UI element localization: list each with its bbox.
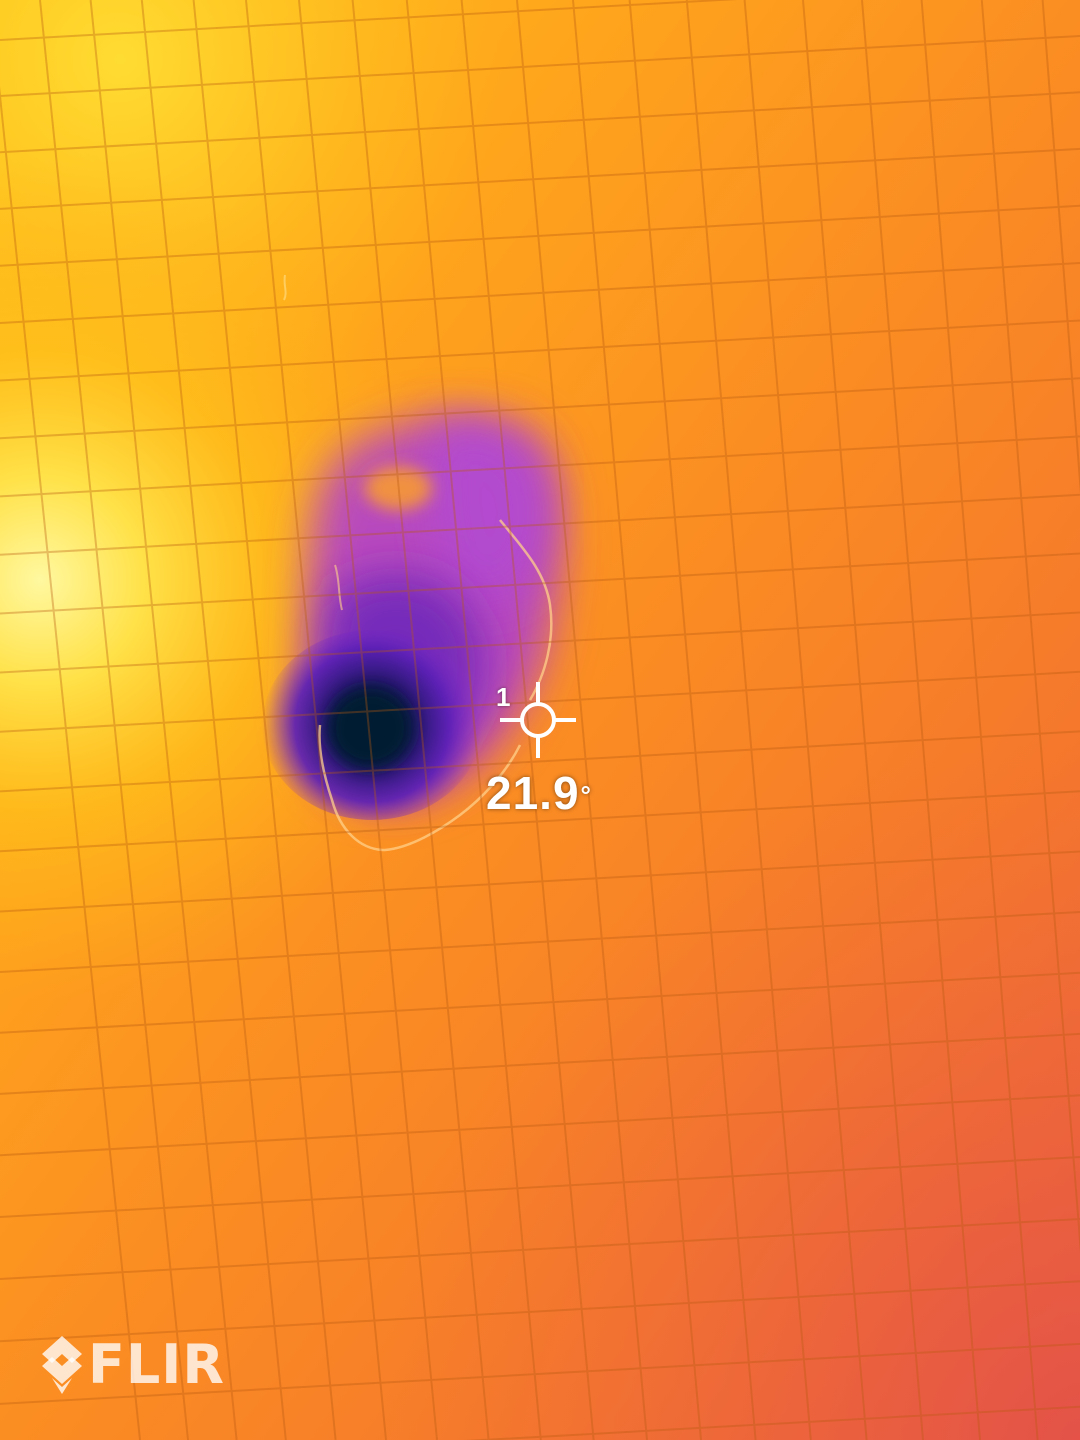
grid-line-horizontal	[0, 377, 1080, 440]
grid-line-horizontal	[0, 35, 1080, 97]
grid-line-vertical	[298, 0, 438, 1440]
spot-meter-index: 1	[496, 682, 511, 712]
grid-line-horizontal	[0, 730, 1080, 793]
grid-line-horizontal	[0, 611, 1080, 674]
grid-line-vertical	[39, 0, 189, 1440]
grid-line-horizontal	[0, 971, 1080, 1034]
grid-line-horizontal	[0, 91, 1080, 154]
grid-line-vertical	[743, 0, 868, 1440]
temperature-value: 21.9	[486, 767, 580, 819]
grid-line-horizontal	[0, 147, 1080, 210]
grid-line-horizontal	[464, 1405, 1080, 1440]
grid-line-horizontal	[0, 1218, 1080, 1280]
grid-line-horizontal	[0, 1342, 1080, 1405]
grid-line-horizontal	[0, 1094, 1080, 1157]
flir-logo: FLIR	[40, 1332, 225, 1398]
flir-diamond-logo-icon	[42, 1336, 82, 1394]
spot-temperature-readout: 21.9°	[486, 768, 592, 818]
degree-symbol: °	[580, 780, 592, 810]
grid-line-vertical	[572, 0, 702, 1440]
grid-line-vertical	[460, 0, 595, 1440]
grid-line-horizontal	[0, 1156, 1080, 1218]
grid-line-vertical	[140, 0, 287, 1440]
grid-line-horizontal	[0, 319, 1080, 382]
grid-line-vertical	[685, 0, 812, 1440]
grid-line-horizontal	[0, 435, 1080, 498]
grid-line-vertical	[980, 0, 1080, 1254]
grid-line-horizontal	[0, 204, 1080, 267]
crosshair-icon	[500, 682, 576, 758]
grid-line-horizontal	[0, 0, 739, 41]
grid-line-vertical	[802, 0, 924, 1440]
grid-line-vertical	[351, 0, 490, 1440]
grid-line-vertical	[861, 0, 981, 1440]
grid-line-horizontal	[0, 850, 1080, 913]
grid-line-vertical	[516, 0, 648, 1440]
grid-line-vertical	[920, 0, 1039, 1440]
grid-line-horizontal	[0, 493, 1080, 556]
grid-line-horizontal	[0, 1032, 1080, 1095]
grid-line-vertical	[405, 0, 542, 1440]
grid-line-horizontal	[0, 790, 1080, 853]
flir-logo-text: FLIR	[88, 1333, 225, 1396]
grid-line-vertical	[1041, 0, 1080, 494]
grid-line-vertical	[89, 0, 238, 1440]
grid-line-horizontal	[0, 911, 1080, 973]
grid-line-vertical	[0, 86, 141, 1440]
grid-line-horizontal	[0, 552, 1080, 615]
grid-line-vertical	[245, 0, 387, 1440]
grid-line-vertical	[628, 0, 757, 1440]
grid-line-horizontal	[0, 262, 1080, 324]
grid-line-horizontal	[0, 1280, 1080, 1343]
grid-line-vertical	[192, 0, 337, 1440]
